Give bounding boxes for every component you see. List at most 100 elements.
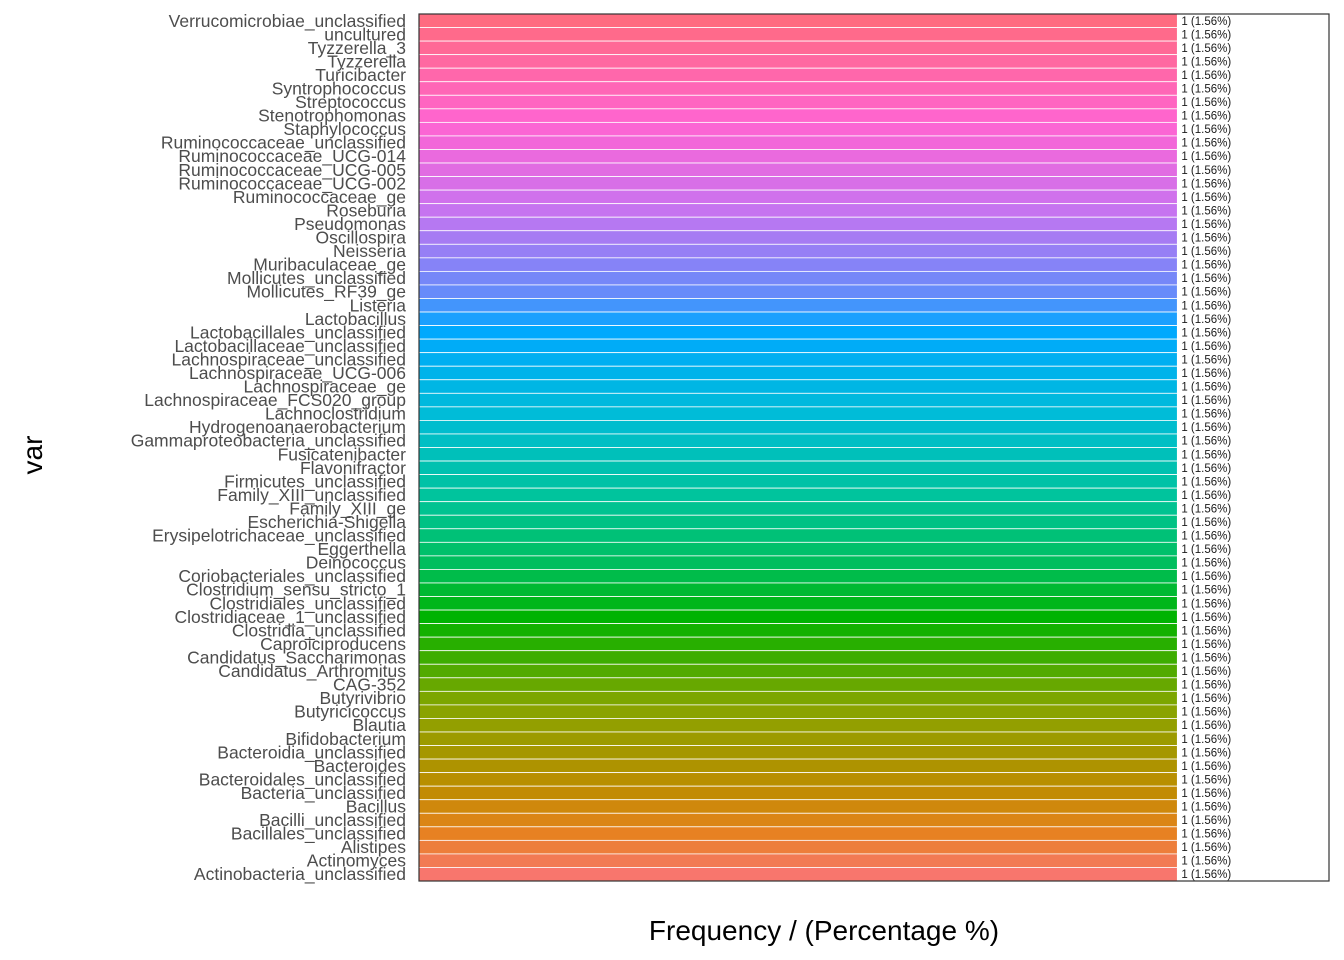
y-tick-label: Lachnospiraceae_unclassified [172,349,406,370]
bar-value-label: 1 (1.56%) [1181,368,1231,380]
bar-value-label: 1 (1.56%) [1181,449,1231,461]
bar-value-label: 1 (1.56%) [1181,395,1231,407]
bar [418,867,1178,882]
bar-value-label: 1 (1.56%) [1181,815,1231,827]
bar-value-label: 1 (1.56%) [1181,97,1231,109]
bar [418,149,1178,164]
bar [418,94,1178,110]
bar-value-label: 1 (1.56%) [1181,300,1231,312]
bar [418,243,1178,259]
bar [418,162,1178,177]
bar-value-label: 1 (1.56%) [1181,124,1231,136]
y-tick-label: Bacteria_unclassified [241,783,406,804]
bar [418,541,1178,557]
bar [418,176,1178,191]
bar-value-label: 1 (1.56%) [1181,774,1231,786]
y-tick-label: Ruminococcaceae_unclassified [161,133,406,154]
bar [418,13,1178,28]
bar-value-label: 1 (1.56%) [1181,16,1231,28]
bar-value-label: 1 (1.56%) [1181,612,1231,624]
bar-value-label: 1 (1.56%) [1181,273,1231,285]
y-tick-label: Family_XIII_ge [289,498,406,519]
bar [418,420,1178,435]
bar [418,311,1178,326]
y-tick-label: Actinobacteria_unclassified [194,864,406,885]
y-tick-label: Lactobacillales_unclassified [190,322,406,343]
y-tick-label: Stenotrophomonas [258,106,406,126]
y-tick-label: Lachnospiraceae_ge [244,377,407,398]
bar [418,501,1178,516]
bar-value-label: 1 (1.56%) [1181,598,1231,610]
bar-value-label: 1 (1.56%) [1181,639,1231,651]
bar-value-label: 1 (1.56%) [1181,56,1231,68]
y-tick-label: Clostridiaceae_1_unclassified [174,607,406,628]
y-tick-label: Actinomyces [307,851,406,871]
bar [418,27,1178,42]
bar [418,731,1178,746]
y-tick-label: Ruminococcaceae_UCG-005 [178,160,406,181]
y-tick-label: Roseburia [326,200,406,220]
bar [418,609,1178,625]
bar [418,352,1178,367]
bar [418,555,1178,570]
category-labels-group: Verrucomicrobiae_unclassifiedunculturedT… [131,11,407,885]
bar [418,663,1178,679]
y-tick-label: Mollicutes_unclassified [227,268,406,289]
y-tick-label: Verrucomicrobiae_unclassified [169,11,406,32]
bar-value-label: 1 (1.56%) [1181,476,1231,488]
y-tick-label: Bacilli_unclassified [259,810,406,831]
bar-value-label: 1 (1.56%) [1181,625,1231,637]
bar-value-label: 1 (1.56%) [1181,693,1231,705]
y-tick-label: Streptococcus [295,92,406,112]
bar-value-label: 1 (1.56%) [1181,436,1231,448]
bar-value-label: 1 (1.56%) [1181,869,1231,881]
bar-value-label: 1 (1.56%) [1181,734,1231,746]
y-tick-label: Butyrivibrio [319,688,406,708]
bar [418,799,1178,814]
bar-value-label: 1 (1.56%) [1181,801,1231,813]
bar [418,582,1178,597]
y-tick-label: Staphylococcus [283,119,406,139]
bar [418,270,1178,286]
bar [418,365,1178,381]
bar [418,758,1178,774]
y-tick-label: Coriobacteriales_unclassified [178,566,406,587]
bar-value-label: 1 (1.56%) [1181,111,1231,123]
y-tick-label: Listeria [350,295,407,315]
bar [418,677,1178,692]
plot-panel-border [418,13,1330,882]
y-tick-label: Candidatus_Arthromitus [218,661,406,682]
bar [418,839,1178,855]
bar [418,257,1178,272]
bar [418,487,1178,503]
y-tick-label: Candidatus_Saccharimonas [187,647,406,668]
y-tick-label: Deinococcus [306,553,406,573]
y-tick-label: Mollicutes_RF39_ge [246,282,406,303]
bar-value-label: 1 (1.56%) [1181,585,1231,597]
y-tick-label: Eggerthella [317,539,406,559]
bar [418,40,1178,56]
bar [418,392,1178,408]
bar [418,203,1178,218]
y-tick-label: Bacillales_unclassified [231,824,406,845]
bar [418,54,1178,69]
y-tick-label: Escherichia-Shigella [247,512,406,532]
y-tick-label: Ruminococcaceae_ge [233,187,406,208]
bar [418,826,1178,841]
y-tick-label: Tyzzerella_3 [308,38,406,59]
bar-value-label: 1 (1.56%) [1181,652,1231,664]
bar-value-label: 1 (1.56%) [1181,571,1231,583]
bar [418,650,1178,665]
bar-value-label: 1 (1.56%) [1181,192,1231,204]
y-tick-label: Bacteroides [314,756,407,776]
bar-value-label: 1 (1.56%) [1181,382,1231,394]
y-tick-label: Fusicatenibacter [278,444,407,464]
bar [418,623,1178,638]
bar-value-label: 1 (1.56%) [1181,517,1231,529]
y-tick-label: Neisseria [333,241,406,261]
bar [418,636,1178,652]
bar-value-label: 1 (1.56%) [1181,680,1231,692]
bar [418,284,1178,299]
bar-value-label: 1 (1.56%) [1181,788,1231,800]
